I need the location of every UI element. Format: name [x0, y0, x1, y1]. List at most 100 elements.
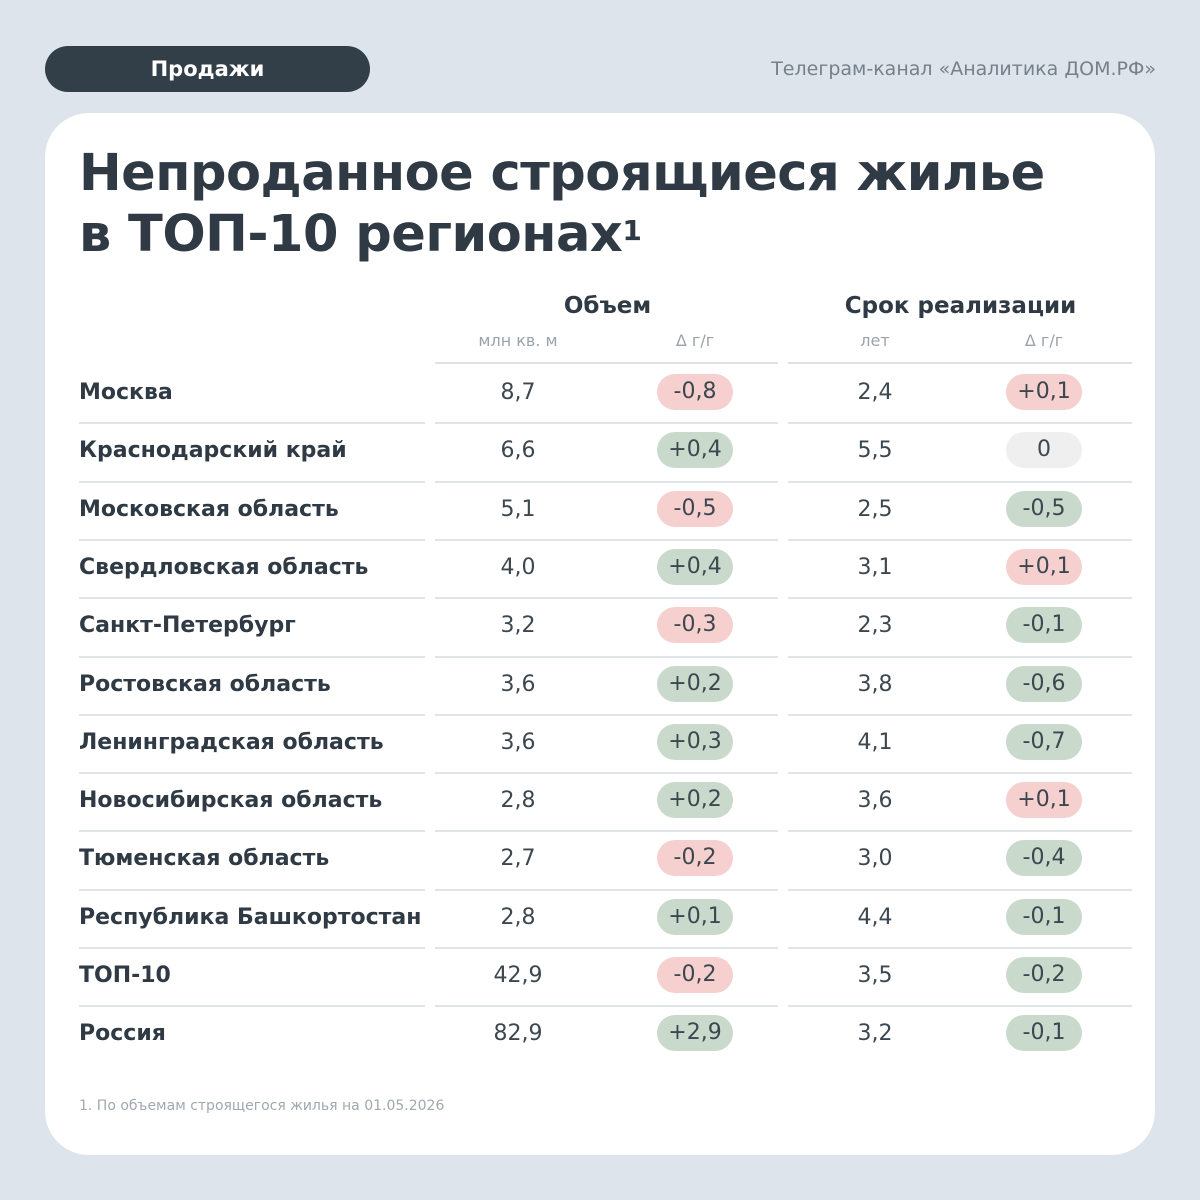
volume-value: 3,6 — [500, 671, 536, 697]
row-divider — [435, 888, 778, 891]
term-value: 3,5 — [857, 963, 893, 988]
region-name: Ленинградская область — [79, 729, 384, 755]
row-divider — [788, 947, 1132, 949]
term-value: 5,5 — [857, 438, 893, 464]
term-value: 3,6 — [857, 788, 893, 814]
term-delta-badge: +0,1 — [1006, 374, 1082, 410]
row-divider — [79, 947, 425, 949]
table-row: Москва 8,7 -0,8 2,4 +0,1 — [45, 364, 1155, 422]
volume-delta-badge: +2,9 — [657, 1015, 733, 1052]
row-divider — [788, 538, 1132, 541]
volume-value: 82,9 — [493, 1021, 543, 1047]
region-name: Свердловская область — [79, 554, 369, 580]
table-card: Непроданное строящиеся жилье в ТОП-10 ре… — [45, 113, 1155, 1155]
row-divider — [79, 480, 425, 483]
volume-delta-badge: +0,3 — [657, 723, 733, 760]
term-value: 3,1 — [857, 554, 893, 580]
volume-value: 2,7 — [500, 846, 536, 872]
row-divider — [79, 713, 425, 716]
region-name: Тюменская область — [79, 846, 330, 872]
volume-value: 4,0 — [500, 554, 536, 580]
row-divider — [788, 772, 1132, 775]
term-delta-badge: -0,1 — [1006, 607, 1082, 644]
volume-value: 3,2 — [500, 613, 536, 639]
term-value: 4,1 — [857, 729, 893, 755]
term-header-rule — [788, 362, 1132, 364]
volume-delta-label: Δ г/г — [675, 331, 715, 350]
volume-delta-badge: -0,8 — [657, 374, 733, 410]
term-unit-label: лет — [860, 331, 890, 350]
term-delta-badge: 0 — [1006, 432, 1082, 469]
volume-delta-badge: +0,2 — [657, 782, 733, 819]
term-column-header: Срок реализации — [844, 293, 1077, 319]
row-divider — [435, 597, 778, 600]
row-divider — [788, 713, 1132, 716]
term-delta-badge: -0,7 — [1006, 723, 1082, 760]
region-name: Москва — [79, 380, 173, 405]
row-divider — [788, 830, 1132, 833]
row-divider — [435, 830, 778, 833]
region-name: Ростовская область — [79, 671, 331, 697]
title-line-2: в ТОП-10 регионах — [79, 205, 623, 264]
row-divider — [79, 422, 425, 425]
table-row: Краснодарский край 6,6 +0,4 5,5 0 — [45, 422, 1155, 480]
table-row: Республика Башкортостан 2,8 +0,1 4,4 -0,1 — [45, 888, 1155, 947]
volume-delta-badge: +0,4 — [657, 432, 733, 469]
region-name: Санкт-Петербург — [79, 613, 296, 639]
volume-value: 8,7 — [500, 380, 536, 405]
volume-value: 2,8 — [500, 904, 536, 930]
page-title: Непроданное строящиеся жилье в ТОП-10 ре… — [79, 143, 1045, 265]
section-pill-label: Продажи — [150, 57, 265, 81]
volume-value: 5,1 — [500, 496, 536, 522]
term-delta-label: Δ г/г — [1024, 331, 1064, 350]
term-delta-badge: +0,1 — [1006, 782, 1082, 819]
term-value: 2,3 — [857, 613, 893, 639]
term-value: 3,2 — [857, 1021, 893, 1047]
term-value: 4,4 — [857, 904, 893, 930]
channel-label: Телеграм-канал «Аналитика ДОМ.РФ» — [771, 58, 1156, 80]
row-divider — [435, 480, 778, 483]
volume-delta-badge: -0,2 — [657, 840, 733, 877]
volume-delta-badge: -0,3 — [657, 607, 733, 644]
row-divider — [435, 422, 778, 425]
term-value: 3,8 — [857, 671, 893, 697]
volume-unit-label: млн кв. м — [478, 331, 558, 350]
volume-delta-badge: -0,5 — [657, 490, 733, 527]
table-row: Тюменская область 2,7 -0,2 3,0 -0,4 — [45, 830, 1155, 888]
table-row: Россия 82,9 +2,9 3,2 -0,1 — [45, 1005, 1155, 1063]
volume-value: 42,9 — [493, 963, 543, 988]
term-delta-badge: -0,2 — [1006, 957, 1082, 993]
row-divider — [79, 1005, 425, 1008]
term-delta-badge: -0,4 — [1006, 840, 1082, 877]
volume-delta-badge: +0,1 — [657, 898, 733, 935]
volume-value: 6,6 — [500, 438, 536, 464]
row-divider — [788, 1005, 1132, 1008]
term-value: 2,5 — [857, 496, 893, 522]
term-value: 2,4 — [857, 380, 893, 405]
row-divider — [79, 830, 425, 833]
term-delta-badge: -0,6 — [1006, 665, 1082, 702]
volume-value: 2,8 — [500, 788, 536, 814]
row-divider — [435, 713, 778, 716]
table-row: ТОП-10 42,9 -0,2 3,5 -0,2 — [45, 947, 1155, 1005]
row-divider — [79, 538, 425, 541]
title-line-1: Непроданное строящиеся жилье — [79, 144, 1045, 203]
row-divider — [435, 538, 778, 541]
table-row: Ростовская область 3,6 +0,2 3,8 -0,6 — [45, 655, 1155, 714]
row-divider — [79, 655, 425, 658]
volume-column-header: Объем — [563, 293, 652, 319]
term-delta-badge: -0,1 — [1006, 898, 1082, 935]
row-divider — [435, 1005, 778, 1008]
region-name: Краснодарский край — [79, 438, 347, 464]
region-name: Новосибирская область — [79, 788, 383, 814]
table-row: Московская область 5,1 -0,5 2,5 -0,5 — [45, 480, 1155, 539]
row-divider — [788, 597, 1132, 600]
volume-delta-badge: +0,2 — [657, 665, 733, 702]
row-divider — [79, 888, 425, 891]
region-name: Россия — [79, 1021, 166, 1047]
row-divider — [435, 947, 778, 949]
row-divider — [788, 480, 1132, 483]
row-divider — [79, 772, 425, 775]
region-name: ТОП-10 — [79, 963, 171, 988]
volume-delta-badge: +0,4 — [657, 548, 733, 585]
